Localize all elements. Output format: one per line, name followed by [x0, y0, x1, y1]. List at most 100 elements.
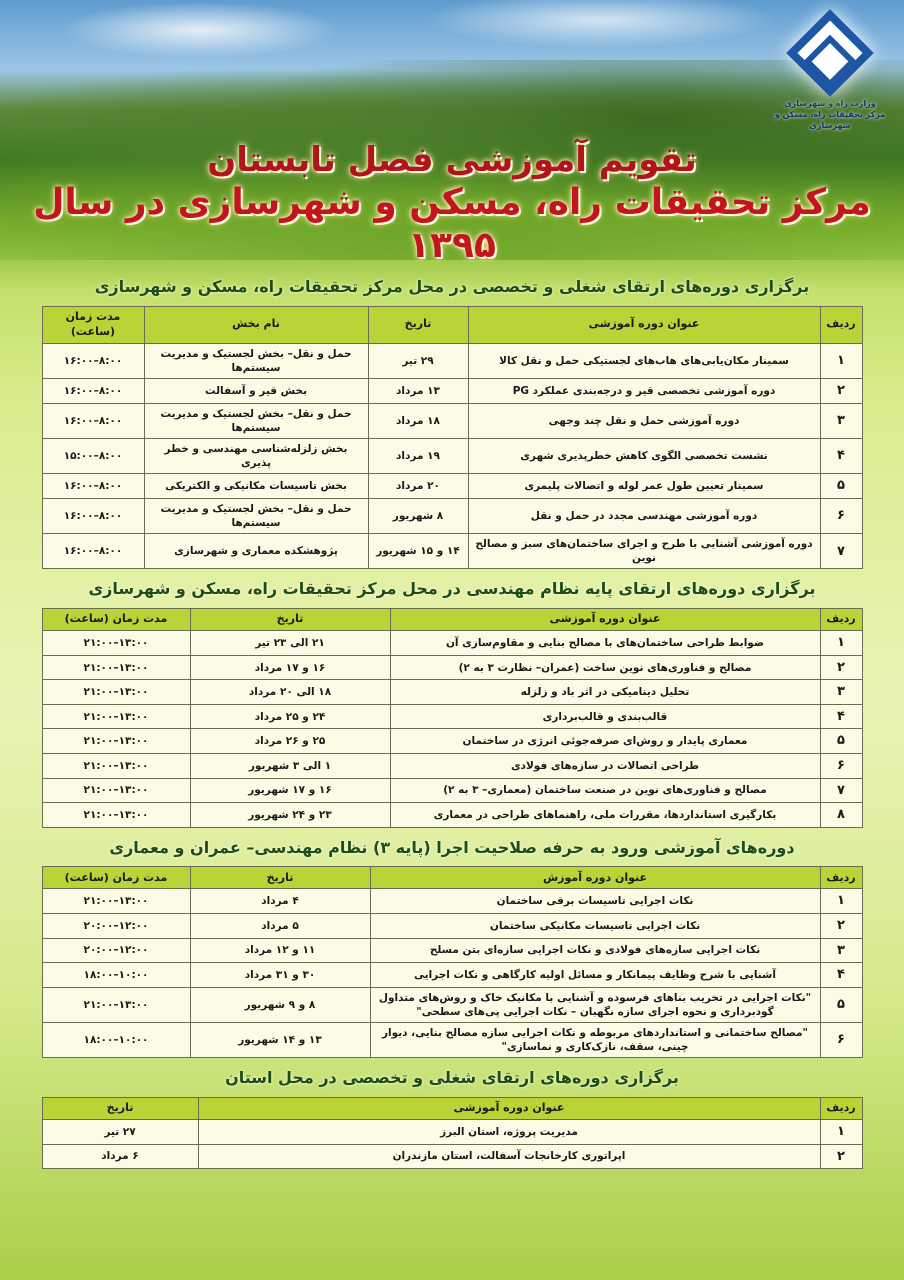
table-cell: ۱۸ مرداد — [367, 402, 469, 439]
table-row: ۱ ضوابط طراحی ساختمان‌های با مصالح بنایی … — [41, 630, 863, 656]
table-cell: ۸:۰۰–۱۶:۰۰ — [41, 342, 145, 380]
table-row: ۳ نکات اجرایی سازه‌های فولادی و نکات اجرا… — [41, 937, 863, 964]
table-cell: ۵ — [819, 473, 863, 499]
table-cell: ۱۳:۰۰–۲۱:۰۰ — [41, 654, 191, 681]
table-cell: ۲۷ تیر — [41, 1119, 199, 1145]
table-cell: ۲۰ مرداد — [367, 473, 469, 499]
table-cell: طراحی اتصالات در سازه‌های فولادی — [389, 753, 821, 779]
table-row: ۵ معماری پایدار و روش‌ای صرفه‌جوئی انرژی … — [41, 728, 863, 754]
table-row: ۴ آشنایی با شرح وظایف پیمانکار و مسائل او… — [41, 962, 863, 988]
table-row: ۱ سمینار مکان‌یابی‌های هاب‌های لجستیکی حم… — [41, 342, 863, 380]
table-row: ۱ نکات اجرایی تاسیسات برقی ساختمان ۴ مرداد… — [41, 888, 863, 914]
table-cell: بخش تاسیسات مکانیکی و الکتریکی — [143, 473, 369, 499]
table-cell: دوره آموزشی مهندسی مجدد در حمل و نقل — [467, 497, 821, 535]
hills-background — [0, 60, 904, 260]
table-cell: معماری پایدار و روش‌ای صرفه‌جوئی انرژی د… — [389, 728, 821, 754]
column-header: نام بخش — [143, 305, 369, 344]
table-cell: ۱۳:۰۰–۲۱:۰۰ — [41, 802, 191, 828]
table-cell: ۲۳ و ۲۴ شهریور — [189, 802, 391, 828]
column-header: ردیف — [819, 305, 863, 344]
column-header: ردیف — [819, 1097, 863, 1121]
schedule-table: ردیف عنوان دوره آموزشی تاریخ ۱ مدیریت پروژه،… — [41, 1097, 863, 1170]
table-row: ۲ دوره آموزشی تخصصی قیر و درجه‌بندی عملکر… — [41, 378, 863, 404]
table-row: ۲ مصالح و فناوری‌های نوین ساخت (عمران– نظ… — [41, 654, 863, 681]
table-cell: ۳ — [819, 937, 863, 964]
table-cell: ۱۳:۰۰–۲۱:۰۰ — [41, 986, 191, 1023]
table-cell: ۸:۰۰–۱۶:۰۰ — [41, 402, 145, 439]
table-cell: ۸:۰۰–۱۶:۰۰ — [41, 473, 145, 499]
table-row: ۵ "نکات اجرایی در تخریب بناهای فرسوده و آ… — [41, 986, 863, 1023]
table-cell: ۸ و ۹ شهریور — [189, 986, 371, 1023]
table-cell: دوره آموزشی حمل و نقل چند وجهی — [467, 402, 821, 439]
column-header: مدت زمان (ساعت) — [41, 866, 191, 890]
table-cell: ۸ — [819, 802, 863, 828]
table-cell: ۱ — [819, 1119, 863, 1145]
table-cell: ۲۱ الی ۲۳ تیر — [189, 630, 391, 656]
section-heading: برگزاری دوره‌های ارتقای پایه نظام مهندسی… — [88, 579, 816, 599]
column-header: عنوان دوره آموزش — [369, 866, 821, 890]
table-cell: ۱۳:۰۰–۲۱:۰۰ — [41, 777, 191, 804]
page-title: تقویم آموزشی فصل تابستان — [207, 140, 697, 180]
table-cell: ۲ — [819, 654, 863, 681]
table-cell: قالب‌بندی و قالب‌برداری — [389, 703, 821, 730]
table-row: ۶ "مصالح ساختمانی و استانداردهای مربوطه و… — [41, 1021, 863, 1059]
table-cell: ۴ — [819, 437, 863, 475]
table-cell: ۶ — [819, 497, 863, 535]
table-cell: ۷ — [819, 777, 863, 804]
column-header: عنوان دوره آموزشی — [467, 305, 821, 344]
column-header: تاریخ — [367, 305, 469, 344]
table-cell: ۵ — [819, 728, 863, 754]
table-cell: ۸:۰۰–۱۶:۰۰ — [41, 378, 145, 404]
table-cell: حمل و نقل– بخش لجستیک و مدیریت سیستم‌ها — [143, 342, 369, 380]
table-cell: ۲۹ تیر — [367, 342, 469, 380]
section-heading: دوره‌های آموزشی ورود به حرفه صلاحیت اجرا… — [109, 837, 795, 857]
table-cell: مصالح و فناوری‌های نوین ساخت (عمران– نظا… — [389, 654, 821, 681]
table-cell: ۱ — [819, 342, 863, 380]
table-row: ۴ نشست تخصصی الگوی کاهش خطرپذیری شهری ۱۹ م… — [41, 437, 863, 475]
table-cell: ۴ — [819, 703, 863, 730]
table-cell: ۵ — [819, 986, 863, 1023]
table-cell: ۱۰:۰۰–۱۸:۰۰ — [41, 962, 191, 988]
table-cell: سمینار مکان‌یابی‌های هاب‌های لجستیکی حمل… — [467, 342, 821, 380]
table-cell: ۵ مرداد — [189, 912, 371, 939]
table-cell: ۱۳ و ۱۴ شهریور — [189, 1021, 371, 1059]
table-cell: ۶ — [819, 753, 863, 779]
table-row: ۴ قالب‌بندی و قالب‌برداری ۲۴ و ۲۵ مرداد ۱۳:… — [41, 703, 863, 730]
logo-emblem-icon — [786, 9, 874, 97]
table-header: ردیف عنوان دوره آموزشی تاریخ — [41, 1097, 863, 1121]
table-header: ردیف عنوان دوره آموزشی تاریخ مدت زمان (ساعت… — [41, 608, 863, 632]
table-cell: حمل و نقل– بخش لجستیک و مدیریت سیستم‌ها — [143, 402, 369, 439]
table-cell: ۸:۰۰–۱۶:۰۰ — [41, 497, 145, 535]
table-cell: بخش زلزله‌شناسی مهندسی و خطر پذیری — [143, 437, 369, 475]
table-cell: ۴ — [819, 962, 863, 988]
table-cell: ۱ — [819, 630, 863, 656]
table-cell: اپراتوری کارخانجات آسفالت، استان مازندرا… — [197, 1143, 821, 1170]
table-row: ۳ دوره آموزشی حمل و نقل چند وجهی ۱۸ مرداد ح… — [41, 402, 863, 439]
table-cell: ۱۳:۰۰–۲۱:۰۰ — [41, 888, 191, 914]
table-row: ۷ مصالح و فناوری‌های نوین در صنعت ساختمان… — [41, 777, 863, 804]
table-cell: ۲ — [819, 912, 863, 939]
logo-text-2: مرکز تحقیقات راه، مسکن و شهرسازی — [774, 110, 886, 130]
table-cell: ۱۳:۰۰–۲۱:۰۰ — [41, 630, 191, 656]
table-cell: ۱۳ مرداد — [367, 378, 469, 404]
column-header: تاریخ — [41, 1097, 199, 1121]
table-cell: نکات اجرایی تاسیسات برقی ساختمان — [369, 888, 821, 914]
schedule-table: ردیف عنوان دوره آموزشی تاریخ نام بخش مدت زما… — [41, 305, 863, 570]
table-cell: سمینار تعیین طول عمر لوله و اتصالات پلیم… — [467, 473, 821, 499]
table-header: ردیف عنوان دوره آموزش تاریخ مدت زمان (ساعت) — [41, 866, 863, 890]
table-cell: دوره آموزشی آشنایی با طرح و اجرای ساختما… — [467, 533, 821, 570]
table-cell: ۲ — [819, 1143, 863, 1170]
table-cell: ۲ — [819, 378, 863, 404]
table-cell: ۳ — [819, 679, 863, 705]
table-row: ۲ اپراتوری کارخانجات آسفالت، استان مازندر… — [41, 1143, 863, 1170]
table-cell: بکارگیری استانداردها، مقررات ملی، راهنما… — [389, 802, 821, 828]
table-cell: "مصالح ساختمانی و استانداردهای مربوطه و … — [369, 1021, 821, 1059]
table-cell: دوره آموزشی تخصصی قیر و درجه‌بندی عملکرد… — [467, 378, 821, 404]
logo-text-1: وزارت راه و شهرسازی — [784, 99, 876, 108]
table-cell: ۳۰ و ۳۱ مرداد — [189, 962, 371, 988]
table-cell: ۲۴ و ۲۵ مرداد — [189, 703, 391, 730]
table-cell: ۳ — [819, 402, 863, 439]
table-row: ۲ نکات اجرایی تاسیسات مکانیکی ساختمان ۵ مر… — [41, 912, 863, 939]
page-subtitle: مرکز تحقیقات راه، مسکن و شهرسازی در سال … — [33, 181, 871, 266]
column-header: ردیف — [819, 608, 863, 632]
